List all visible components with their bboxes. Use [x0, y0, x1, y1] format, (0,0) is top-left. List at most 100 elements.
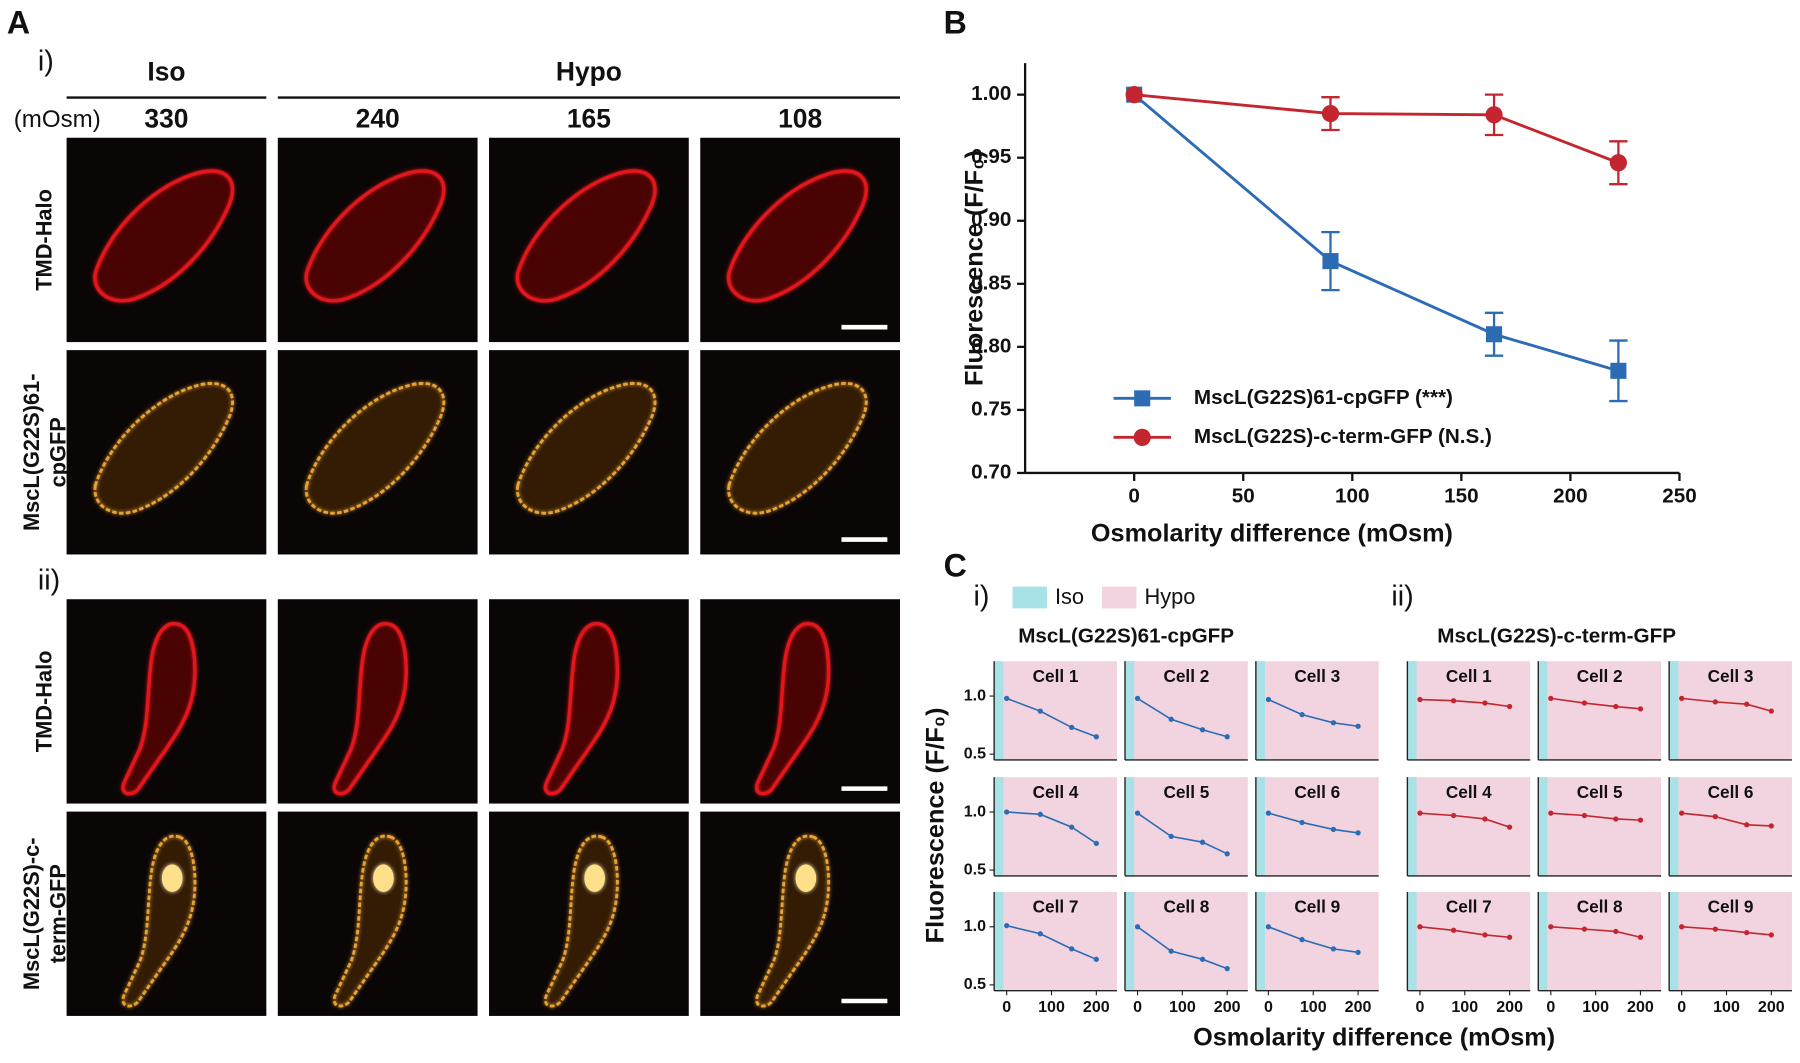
- cell-blob: [161, 864, 183, 892]
- series-line: [1137, 697, 1228, 738]
- cell-image: [121, 621, 197, 796]
- marker: [1321, 104, 1340, 123]
- marker: [1506, 703, 1513, 710]
- marker: [1168, 948, 1174, 954]
- series-line: [1134, 93, 1619, 165]
- series-line: [1419, 812, 1510, 828]
- chart-title: Cell 7: [1446, 897, 1492, 917]
- cell-image: [332, 834, 408, 1008]
- chart-title: Cell 3: [1708, 666, 1754, 686]
- marker: [1679, 924, 1685, 930]
- marker: [1134, 695, 1141, 702]
- x-tick-label: 0: [1677, 998, 1686, 1016]
- chart-title: Cell 9: [1294, 897, 1340, 917]
- marker: [1679, 810, 1685, 816]
- x-tick-label: 200: [1627, 998, 1654, 1016]
- marker: [1037, 811, 1043, 817]
- group-label: i): [973, 581, 989, 613]
- series-line: [1550, 925, 1641, 939]
- y-tick-label: 0.75: [971, 397, 1011, 420]
- marker: [1299, 819, 1305, 826]
- marker: [1168, 716, 1174, 722]
- iso-region: [1538, 891, 1548, 991]
- x-tick-label: 100: [1300, 998, 1327, 1016]
- cell-blob: [584, 864, 605, 892]
- hypo-region: [1124, 777, 1248, 876]
- chart-title: Cell 6: [1294, 782, 1340, 802]
- iso-region: [1255, 891, 1266, 991]
- marker: [1069, 724, 1075, 731]
- marker: [1613, 703, 1619, 710]
- hypo-region: [1407, 661, 1531, 760]
- x-tick-label: 0: [1546, 998, 1555, 1016]
- y-tick-label: 0.95: [971, 145, 1011, 168]
- chart-title: Cell 3: [1294, 666, 1340, 686]
- section-label: i): [38, 46, 54, 78]
- cell-image: [543, 834, 619, 1008]
- panel-label: B: [944, 5, 967, 41]
- legend-marker: [1134, 390, 1151, 407]
- x-tick-label: 100: [1451, 998, 1478, 1016]
- legend-swatch: [1012, 586, 1047, 609]
- legend-swatch: [1102, 586, 1137, 609]
- marker: [1485, 106, 1503, 124]
- marker: [1450, 698, 1457, 704]
- series-line: [1681, 812, 1772, 827]
- chart-title: Cell 1: [1033, 666, 1079, 686]
- marker: [1330, 946, 1337, 952]
- cell-outline: [304, 169, 446, 303]
- iso-region: [1255, 661, 1266, 760]
- row-label: MscL(G22S)-c-: [19, 837, 44, 990]
- cell-image: [727, 381, 868, 515]
- x-tick-label: 100: [1582, 998, 1609, 1016]
- y-tick-label: 1.00: [971, 82, 1011, 105]
- series-line: [1133, 93, 1619, 373]
- marker: [1609, 154, 1627, 172]
- marker: [1548, 810, 1554, 816]
- marker: [1125, 86, 1143, 104]
- row-label: term-GFP: [45, 864, 70, 963]
- y-tick-label: 0.5: [964, 975, 986, 993]
- legend-label: MscL(G22S)61-cpGFP (***): [1194, 386, 1453, 409]
- marker: [1744, 929, 1750, 936]
- y-axis-label: Fluorescence (F/F₀): [921, 707, 949, 943]
- marker: [1322, 253, 1339, 270]
- series-line: [1550, 812, 1641, 821]
- section-label: ii): [38, 565, 60, 597]
- column-label: 330: [144, 104, 188, 134]
- marker: [1744, 822, 1750, 828]
- marker: [1637, 706, 1644, 712]
- y-axis-label: Fluorescence (F/F₀): [960, 150, 988, 386]
- marker: [1224, 851, 1230, 857]
- series-line: [1681, 697, 1772, 712]
- marker: [1355, 723, 1361, 729]
- x-tick-label: 0: [1264, 998, 1273, 1016]
- cell-outline: [93, 381, 234, 515]
- chart-title: Cell 6: [1708, 782, 1754, 802]
- marker: [1744, 701, 1750, 707]
- y-tick-label: 1.0: [964, 917, 986, 935]
- x-tick-label: 200: [1214, 998, 1241, 1016]
- x-tick-label: 0: [1002, 998, 1011, 1016]
- cell-outline: [304, 381, 446, 515]
- chart-title: Cell 5: [1577, 782, 1623, 802]
- x-tick-label: 200: [1345, 998, 1372, 1016]
- marker: [1548, 695, 1554, 702]
- group-label: Iso: [147, 56, 185, 86]
- marker: [1482, 932, 1488, 938]
- legend-label: MscL(G22S)-c-term-GFP (N.S.): [1194, 425, 1492, 448]
- row-label: cpGFP: [45, 417, 70, 487]
- marker: [1581, 926, 1588, 932]
- marker: [1330, 720, 1337, 726]
- chart-title: Cell 5: [1163, 782, 1209, 802]
- marker: [1265, 924, 1272, 930]
- marker: [1637, 934, 1644, 940]
- series-line: [1419, 698, 1510, 708]
- series-line: [1137, 926, 1228, 970]
- iso-region: [994, 661, 1004, 760]
- marker: [1199, 727, 1206, 733]
- marker: [1199, 839, 1206, 845]
- marker: [1679, 695, 1685, 702]
- cell-outline: [332, 621, 408, 796]
